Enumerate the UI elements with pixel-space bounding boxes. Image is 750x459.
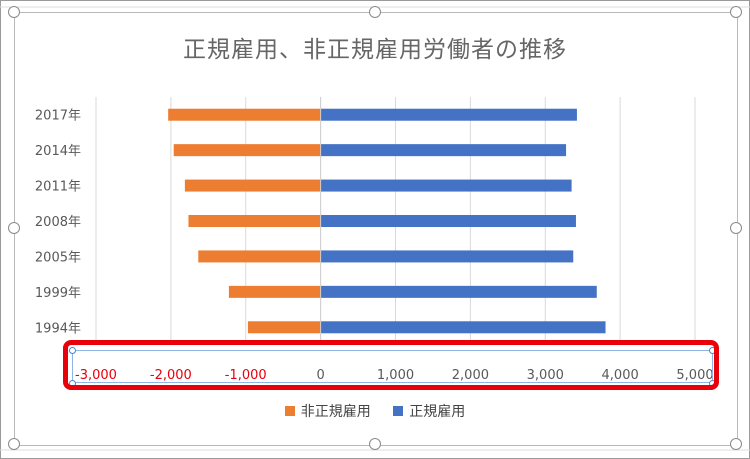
- legend-label-non-regular: 非正規雇用: [300, 404, 371, 420]
- bar-regular-3[interactable]: [320, 215, 576, 227]
- category-label-1[interactable]: 2014年: [35, 144, 81, 159]
- resize-handle-bottom-center[interactable]: [369, 438, 381, 450]
- bar-non-regular-0[interactable]: [168, 108, 321, 121]
- chart-legend[interactable]: 非正規雇用 正規雇用: [0, 401, 750, 421]
- legend-item-non-regular[interactable]: 非正規雇用: [284, 401, 371, 421]
- resize-handle-top-left[interactable]: [8, 6, 20, 18]
- bar-regular-2[interactable]: [320, 179, 572, 192]
- resize-handle-top-center[interactable]: [369, 6, 381, 18]
- legend-label-regular: 正規雇用: [409, 404, 466, 420]
- category-label-0[interactable]: 2017年: [35, 109, 81, 124]
- horizontal-axis-selection[interactable]: [72, 350, 713, 383]
- x-tick-label-3: 0: [316, 368, 324, 383]
- legend-swatch-non-regular: [284, 406, 295, 416]
- x-tick-label-5: 2,000: [452, 368, 489, 383]
- legend-item-regular[interactable]: 正規雇用: [393, 401, 465, 421]
- category-label-4[interactable]: 2005年: [35, 250, 81, 265]
- category-label-6[interactable]: 1994年: [35, 321, 81, 336]
- x-tick-label-6: 3,000: [527, 368, 564, 383]
- category-label-3[interactable]: 2008年: [35, 215, 81, 230]
- axis-handle-top-left[interactable]: [69, 347, 76, 354]
- bar-non-regular-2[interactable]: [184, 179, 321, 192]
- bar-non-regular-6[interactable]: [247, 321, 321, 334]
- x-tick-label-7: 4,000: [602, 368, 639, 383]
- x-tick-label-0: -3,000: [75, 368, 117, 383]
- bar-non-regular-4[interactable]: [198, 250, 321, 263]
- bar-non-regular-5[interactable]: [228, 285, 321, 298]
- bar-regular-4[interactable]: [320, 250, 574, 263]
- resize-handle-top-right[interactable]: [730, 6, 742, 18]
- x-tick-label-8: 5,000: [676, 368, 713, 383]
- bar-regular-0[interactable]: [320, 108, 577, 121]
- x-tick-label-1: -2,000: [150, 368, 192, 383]
- chart-title[interactable]: 正規雇用、非正規雇用労働者の推移: [183, 37, 567, 63]
- category-label-5[interactable]: 1999年: [35, 286, 81, 301]
- chart-area[interactable]: [14, 12, 738, 446]
- x-tick-label-2: -1,000: [225, 368, 267, 383]
- axis-highlight-box: [63, 340, 719, 390]
- bar-regular-6[interactable]: [320, 321, 606, 334]
- bar-regular-1[interactable]: [320, 144, 567, 157]
- bar-regular-5[interactable]: [320, 285, 597, 298]
- bar-non-regular-3[interactable]: [188, 215, 321, 227]
- resize-handle-middle-right[interactable]: [730, 222, 742, 234]
- resize-handle-bottom-left[interactable]: [8, 438, 20, 450]
- x-tick-label-4: 1,000: [377, 368, 414, 383]
- resize-handle-middle-left[interactable]: [8, 222, 20, 234]
- resize-handle-bottom-right[interactable]: [730, 438, 742, 450]
- bar-non-regular-1[interactable]: [173, 144, 321, 157]
- category-label-2[interactable]: 2011年: [35, 180, 81, 195]
- legend-swatch-regular: [393, 406, 404, 416]
